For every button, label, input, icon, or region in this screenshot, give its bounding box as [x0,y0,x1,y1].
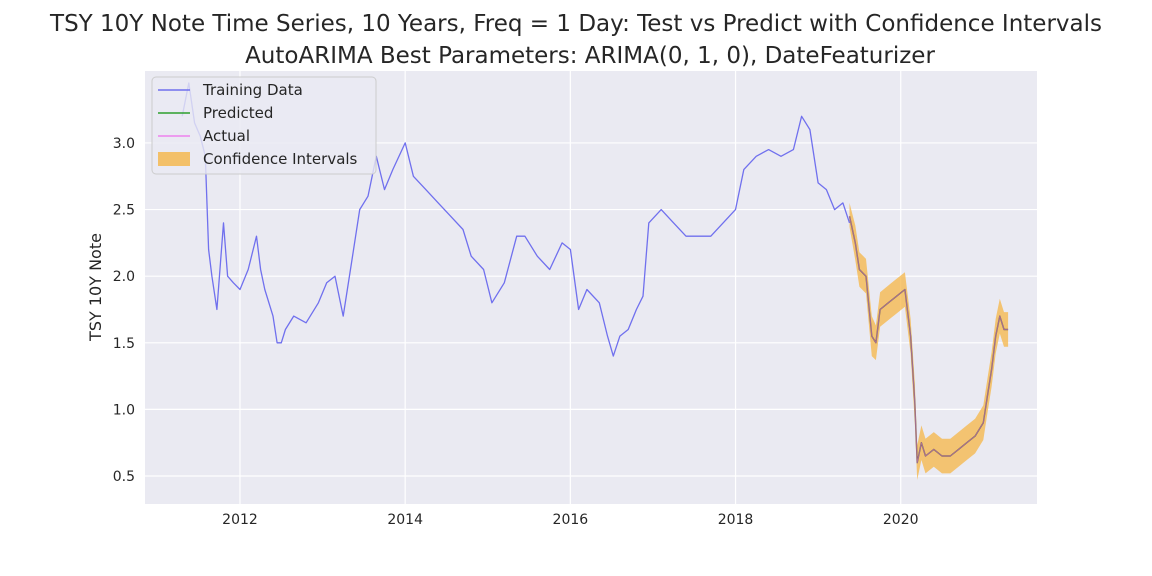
y-axis-label: TSY 10Y Note [86,233,105,342]
chart-title: TSY 10Y Note Time Series, 10 Years, Freq… [49,11,1102,37]
y-tick-label: 1.5 [113,336,135,352]
y-tick-label: 2.0 [113,269,135,285]
legend: Training Data Predicted Actual Confidenc… [151,76,377,175]
x-tick-label: 2016 [553,512,589,528]
tick-labels: 2012 2014 2016 2018 2020 0.5 1.0 1.5 2.0 2.5 3.0 [113,136,919,528]
x-tick-label: 2012 [222,512,258,528]
legend-label-predicted: Predicted [203,104,273,122]
legend-label-actual: Actual [203,127,250,145]
series-layer [181,82,1009,464]
legend-frame [151,76,377,175]
chart-subtitle: AutoARIMA Best Parameters: ARIMA(0, 1, 0… [245,43,935,69]
grid-lines [145,71,1037,504]
x-tick-label: 2018 [718,512,754,528]
series-line-predicted [848,216,1009,464]
legend-label-training: Training Data [202,81,303,99]
y-tick-label: 0.5 [113,469,135,485]
series-line-actual [849,216,1009,464]
y-tick-label: 2.5 [113,203,135,219]
legend-label-confidence: Confidence Intervals [203,150,358,168]
y-tick-label: 1.0 [113,402,135,418]
x-tick-label: 2020 [883,512,919,528]
x-tick-label: 2014 [387,512,423,528]
legend-swatch-confidence [158,152,190,166]
series-line-training [181,82,851,357]
y-tick-label: 3.0 [113,136,135,152]
